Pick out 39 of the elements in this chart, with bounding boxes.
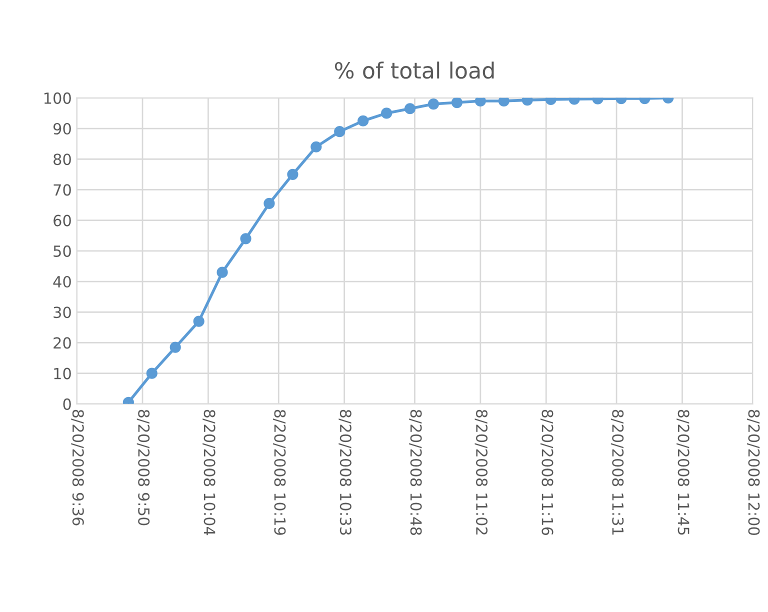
point: [428, 98, 440, 110]
y-tick-label: 20: [54, 337, 71, 349]
y-tick-label: 80: [54, 154, 71, 166]
point: [170, 342, 181, 353]
x-tick-label: 8/20/2008 10:19: [272, 410, 286, 535]
point: [310, 141, 322, 152]
point: [381, 108, 392, 119]
point: [146, 368, 158, 379]
point: [498, 98, 510, 107]
point: [193, 316, 204, 327]
x-tick-label: 8/20/2008 10:33: [338, 410, 352, 535]
y-tick-label: 90: [53, 122, 71, 135]
point: [334, 126, 346, 138]
point: [474, 98, 486, 107]
y-tick-label: 100: [44, 92, 71, 104]
x-tick-label: 8/20/2008 10:04: [202, 410, 216, 536]
x-tick-label: 8/20/2008 9:36: [71, 410, 84, 526]
point: [216, 266, 228, 278]
point: [451, 98, 463, 108]
x-tick-label: 8/20/2008 10:48: [409, 410, 422, 535]
x-tick-label: 8/20/2008 11:31: [610, 410, 624, 535]
y-tick-label: 50: [54, 245, 71, 257]
point: [404, 103, 416, 114]
x-tick-label: 8/20/2008 11:16: [540, 410, 554, 536]
x-tick-label: 8/20/2008 11:02: [474, 410, 488, 534]
point: [287, 168, 298, 180]
y-tick-label: 40: [53, 276, 71, 288]
x-tick-label: 8/20/2008 11:45: [676, 410, 690, 535]
chart-title: % of total load: [334, 62, 494, 79]
y-tick-label: 70: [54, 184, 71, 196]
point: [240, 233, 252, 244]
point: [358, 115, 369, 126]
point: [264, 198, 275, 210]
y-tick-label: 10: [54, 368, 71, 380]
x-tick-label: 8/20/2008 12:00: [747, 410, 760, 535]
y-tick-label: 0: [63, 398, 71, 410]
y-tick-label: 60: [54, 214, 71, 226]
y-tick-label: 30: [54, 306, 71, 318]
x-tick-label: 8/20/2008 9:50: [136, 410, 150, 526]
